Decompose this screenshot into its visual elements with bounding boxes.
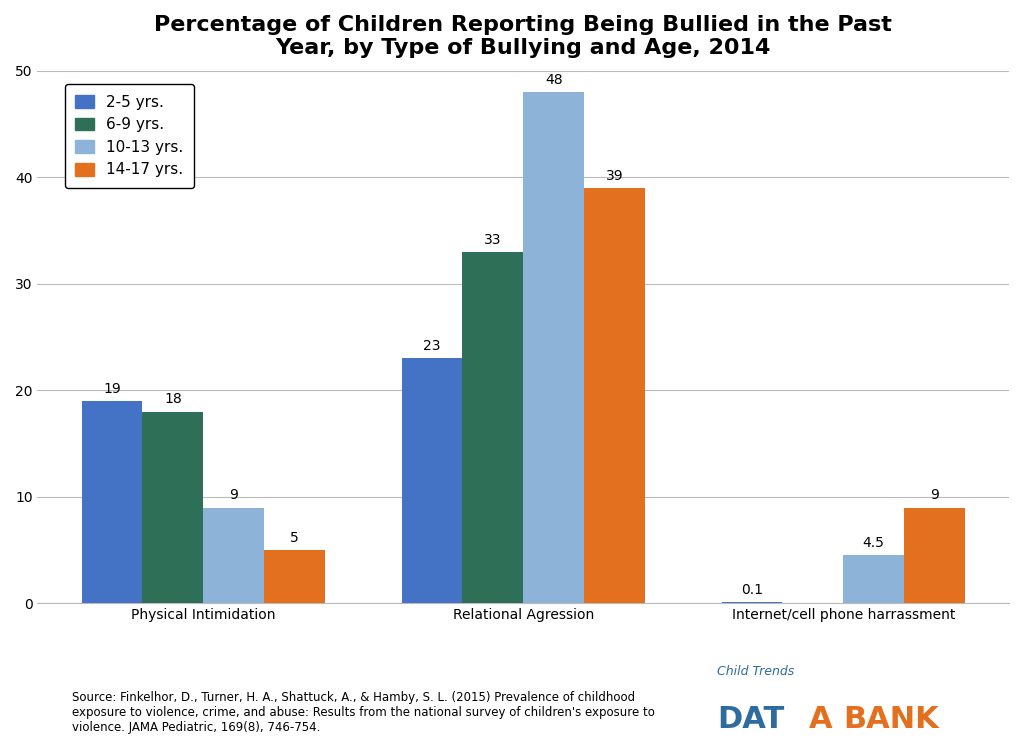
Text: DAT: DAT [717,705,784,734]
Text: 0.1: 0.1 [741,583,763,597]
Bar [264,550,325,603]
Title: Percentage of Children Reporting Being Bullied in the Past
Year, by Type of Bull: Percentage of Children Reporting Being B… [155,15,892,59]
Legend: 2-5 yrs., 6-9 yrs., 10-13 yrs., 14-17 yrs.: 2-5 yrs., 6-9 yrs., 10-13 yrs., 14-17 yr… [65,84,194,188]
Text: 5: 5 [290,531,299,545]
Bar [142,412,203,603]
Bar [584,188,645,603]
Text: Child Trends: Child Trends [717,665,794,678]
Text: 39: 39 [605,169,624,183]
Text: BANK: BANK [843,705,939,734]
Bar [722,602,782,603]
Bar [904,508,965,603]
Bar [82,401,142,603]
Text: 9: 9 [930,488,939,502]
Bar [523,92,584,603]
Bar [843,556,904,603]
Text: 33: 33 [484,233,502,247]
Text: 48: 48 [545,73,562,87]
Bar [401,359,463,603]
Text: 9: 9 [229,488,239,502]
Text: Source: Finkelhor, D., Turner, H. A., Shattuck, A., & Hamby, S. L. (2015) Preval: Source: Finkelhor, D., Turner, H. A., Sh… [72,691,654,734]
Text: 23: 23 [423,339,440,353]
Text: A: A [809,705,833,734]
Bar [203,508,264,603]
Text: 19: 19 [103,382,121,396]
Text: 18: 18 [164,393,181,406]
Bar [463,252,523,603]
Text: 4.5: 4.5 [862,536,885,550]
